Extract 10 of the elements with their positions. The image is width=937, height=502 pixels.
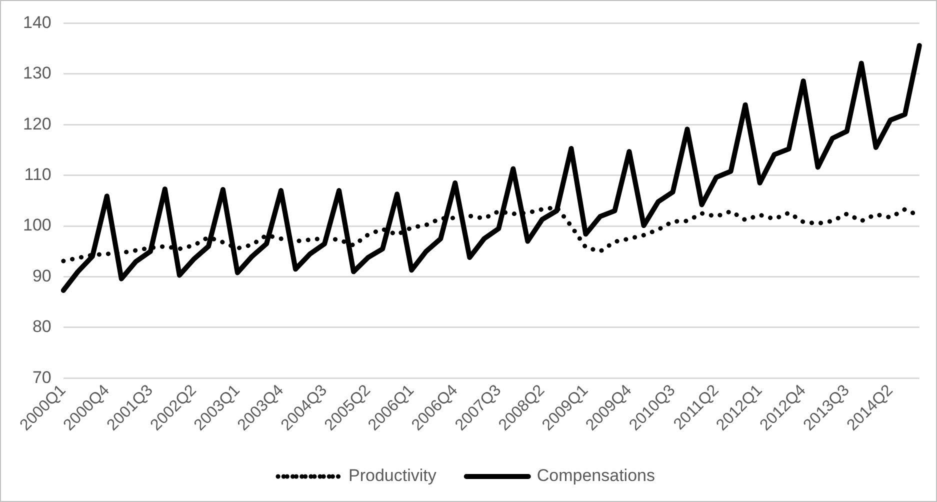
y-tick-label: 100 (22, 216, 52, 235)
y-tick-label: 120 (22, 114, 52, 134)
y-tick-label: 140 (22, 12, 52, 32)
y-tick-label: 70 (32, 368, 52, 387)
legend-label: Compensations (536, 466, 655, 486)
y-tick-label: 110 (24, 165, 52, 184)
legend-label: Productivity (348, 466, 437, 486)
y-tick-label: 130 (22, 64, 52, 83)
y-tick-label: 80 (32, 317, 52, 336)
y-tick-label: 90 (32, 266, 52, 286)
